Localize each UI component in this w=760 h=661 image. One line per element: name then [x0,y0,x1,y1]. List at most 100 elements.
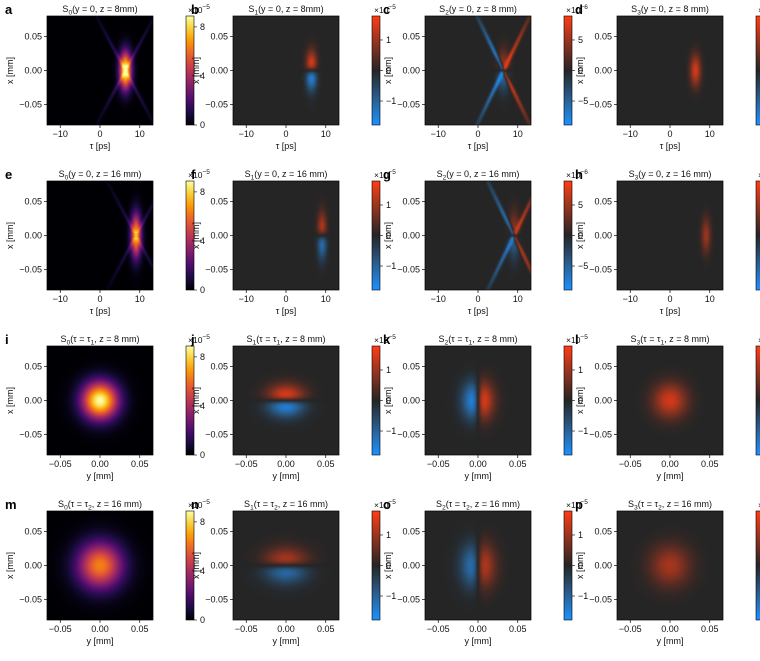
colorbar [564,181,572,290]
panel-letter: j [190,332,195,347]
x-tick-label: −0.05 [49,459,72,469]
title-text: S [436,499,442,509]
multiplier-base: ×10 [566,500,581,510]
y-axis-label: x [mm] [383,552,393,579]
title-subscript: 0 [65,175,69,182]
x-axis-label: τ [ps] [660,306,681,316]
multiplier-base: ×10 [188,500,203,510]
title-text: S [439,4,445,14]
y-tick-label: 0.00 [402,66,420,76]
y-tick-label: 0.05 [24,361,42,371]
panel-letter: a [5,2,13,17]
multiplier-base: ×10 [758,170,760,180]
x-axis-label: y [mm] [657,636,684,646]
colorbar-tick-label: 1 [578,530,583,540]
heatmap-image [233,346,339,455]
title-subscript: 1 [250,505,254,512]
title-subscript: 3 [635,175,639,182]
title-subscript: 1 [469,340,473,347]
colorbar [186,511,194,620]
y-tick-label: −0.05 [397,100,420,110]
y-tick-label: −0.05 [589,100,612,110]
x-tick-label: 0.00 [277,624,295,634]
colorbar-multiplier: ×10−5 [758,169,760,180]
panel-title: S3(τ = τ2, z = 16 mm) [628,499,712,512]
y-axis-label: x [mm] [191,222,201,249]
colorbar-tick-label: 5 [578,200,583,210]
y-axis-label: x [mm] [575,222,585,249]
y-tick-label: 0.05 [210,196,228,206]
x-tick-label: 0 [475,294,480,304]
multiplier-base: ×10 [188,335,203,345]
panel-title: S0(y = 0, z = 16 mm) [59,169,142,182]
multiplier-base: ×10 [758,500,760,510]
panel-k: k S2(τ = τ1, z = 8 mm)−0.05 0.00 0.05y [mm]… [383,332,588,481]
colorbar [564,346,572,455]
x-axis-label: y [mm] [465,636,492,646]
y-axis-label: x [mm] [5,57,15,84]
title-text: S [247,334,253,344]
x-tick-label: 0 [97,129,102,139]
colorbar-frame [755,345,760,456]
title-subscript: 3 [634,505,638,512]
colorbar-tick-label: 4 [200,401,205,411]
x-tick-label: 0 [667,294,672,304]
colorbar-frame [185,180,195,291]
x-tick-label: 0 [667,129,672,139]
title-subscript: 0 [67,340,71,347]
y-tick-label: 0.05 [594,196,612,206]
title-text: , z = 16 mm) [92,499,142,509]
y-axis-label: x [mm] [575,387,585,414]
x-tick-label: −10 [53,129,68,139]
heatmap-image [617,181,723,290]
heatmap-image [425,346,531,455]
x-axis-label: τ [ps] [90,306,111,316]
title-text: (y = 0, z = 16 mm) [68,169,141,179]
colorbar-multiplier: ×10−5 [374,4,396,15]
title-text: S [631,334,637,344]
y-tick-label: 0.05 [594,526,612,536]
x-tick-label: 10 [705,129,715,139]
x-axis-label: y [mm] [87,471,114,481]
heatmap-image [617,511,723,620]
multiplier-exponent: −6 [580,4,588,11]
multiplier-base: ×10 [188,170,203,180]
panel-title: S0(τ = τ2, z = 16 mm) [58,499,142,512]
colorbar [186,16,194,125]
y-tick-label: 0.00 [210,66,228,76]
title-subscript: 2 [445,340,449,347]
multiplier-exponent: −6 [580,169,588,176]
y-tick-label: −0.05 [19,265,42,275]
y-tick-label: 0.00 [210,231,228,241]
y-tick-label: 0.00 [24,396,42,406]
x-tick-label: 0.00 [661,459,679,469]
x-tick-label: −0.05 [235,624,258,634]
multiplier-base: ×10 [566,335,581,345]
colorbar-multiplier: ×10−6 [566,169,588,180]
x-tick-label: −0.05 [235,459,258,469]
x-tick-label: 0.05 [701,459,719,469]
colorbar-tick-label: 0 [200,120,205,130]
title-text: (τ = τ [254,499,275,509]
panel-letter: m [5,497,17,512]
y-tick-label: 0.05 [210,526,228,536]
title-subscript: 3 [637,10,641,17]
panel-letter: c [383,2,390,17]
title-text: S [439,334,445,344]
heatmap-image [47,511,153,620]
panel-letter: d [575,2,583,17]
multiplier-base: ×10 [188,5,203,15]
x-tick-label: −0.05 [427,459,450,469]
colorbar [372,511,380,620]
colorbar-tick-label: 0 [386,396,391,406]
y-tick-label: −0.05 [589,265,612,275]
colorbar-multiplier: ×10−5 [566,334,588,345]
panel-b: b S1(y = 0, z = 8mm)−10 0 10τ [ps]0.050.00−… [191,2,396,151]
colorbar-tick-label: 4 [200,566,205,576]
panel-title: S1(τ = τ2, z = 16 mm) [244,499,328,512]
title-text: (y = 0, z = 8mm) [258,4,324,14]
title-text: S [59,169,65,179]
colorbar-tick-label: 5 [578,35,583,45]
y-tick-label: 0.05 [24,526,42,536]
